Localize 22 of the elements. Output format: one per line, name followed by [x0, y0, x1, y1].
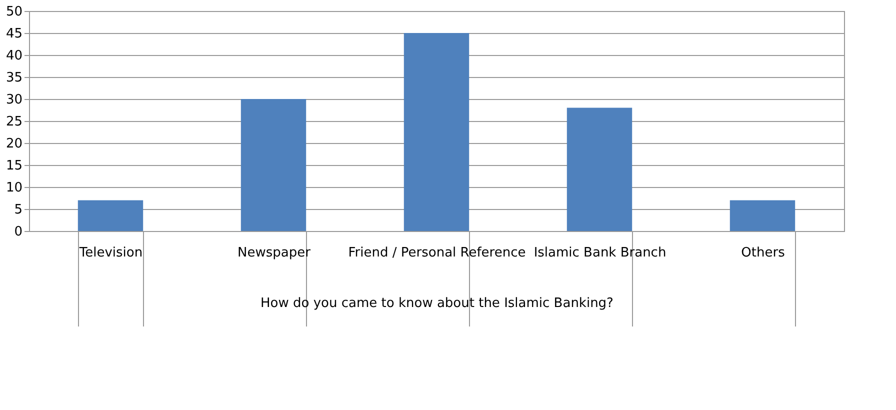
- y-tick-label: 10: [6, 180, 22, 196]
- y-tick-label: 25: [6, 114, 22, 130]
- x-tick-label: Islamic Bank Branch: [534, 246, 666, 260]
- x-tick-label: Television: [78, 246, 143, 260]
- y-tick-label: 5: [14, 202, 22, 218]
- y-tick-label: 30: [6, 92, 22, 108]
- x-tick-label: Newspaper: [238, 246, 312, 260]
- y-tick-label: 45: [6, 26, 22, 42]
- y-tick-label: 35: [6, 70, 22, 86]
- y-tick-label: 50: [6, 4, 22, 20]
- y-tick-label: 40: [6, 48, 22, 64]
- bar: [78, 200, 144, 231]
- bar: [240, 99, 306, 231]
- x-tick-label: Friend / Personal Reference: [348, 246, 526, 260]
- y-tick-label: 15: [6, 158, 22, 174]
- y-tick-label: 0: [14, 224, 22, 240]
- x-tick-label: Others: [741, 246, 786, 260]
- bar: [404, 33, 470, 231]
- bar: [566, 108, 632, 231]
- x-axis-title: How do you came to know about the Islamic Banking?: [260, 296, 614, 311]
- bar: [730, 200, 796, 231]
- y-tick-label: 20: [6, 136, 22, 152]
